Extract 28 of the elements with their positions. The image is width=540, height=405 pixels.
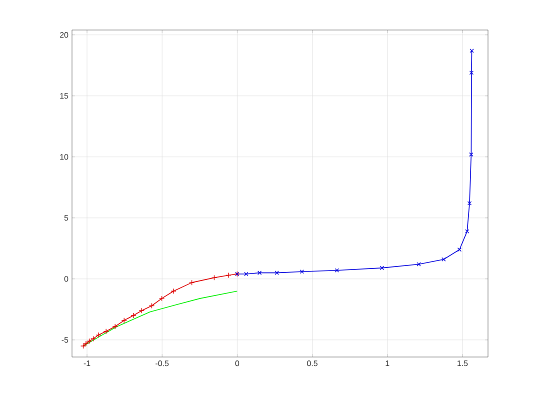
point <box>148 302 155 309</box>
point <box>130 312 136 318</box>
point <box>380 266 384 270</box>
point <box>469 70 474 75</box>
point <box>189 280 195 286</box>
point <box>86 338 92 344</box>
point <box>112 324 118 330</box>
line-series <box>82 290 238 346</box>
point <box>257 270 262 275</box>
point <box>226 272 232 278</box>
point <box>170 288 176 294</box>
point <box>138 308 145 314</box>
point <box>274 270 279 275</box>
point <box>158 296 165 302</box>
point <box>244 272 248 276</box>
point <box>211 274 218 281</box>
point <box>121 318 127 324</box>
point <box>469 152 474 157</box>
point <box>90 336 96 342</box>
point <box>467 201 472 206</box>
point <box>96 332 102 338</box>
point <box>416 262 421 266</box>
point <box>103 328 109 334</box>
point <box>334 268 340 272</box>
point <box>442 257 446 262</box>
point <box>465 229 470 234</box>
point <box>300 269 304 274</box>
point <box>457 248 462 252</box>
